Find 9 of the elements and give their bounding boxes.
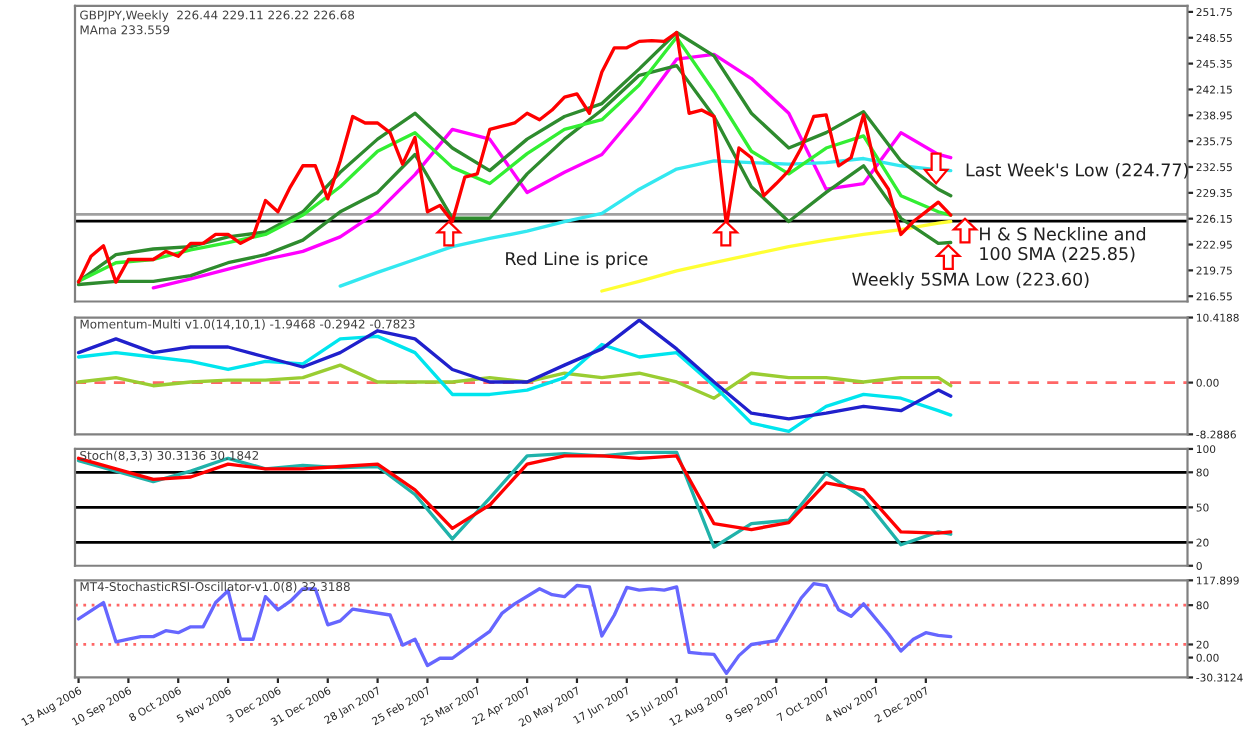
line-series: [76, 450, 953, 549]
annotation: Red Line is price: [506, 251, 648, 269]
line-series: [76, 581, 953, 675]
line-series: [76, 334, 953, 433]
line-series: [76, 454, 953, 535]
annotation: H & S Neckline and 100 SMA (225.85): [980, 227, 1146, 263]
line-series: [76, 363, 953, 400]
annotation: Weekly 5SMA Low (223.60): [852, 272, 1089, 290]
line-series: [76, 318, 953, 421]
